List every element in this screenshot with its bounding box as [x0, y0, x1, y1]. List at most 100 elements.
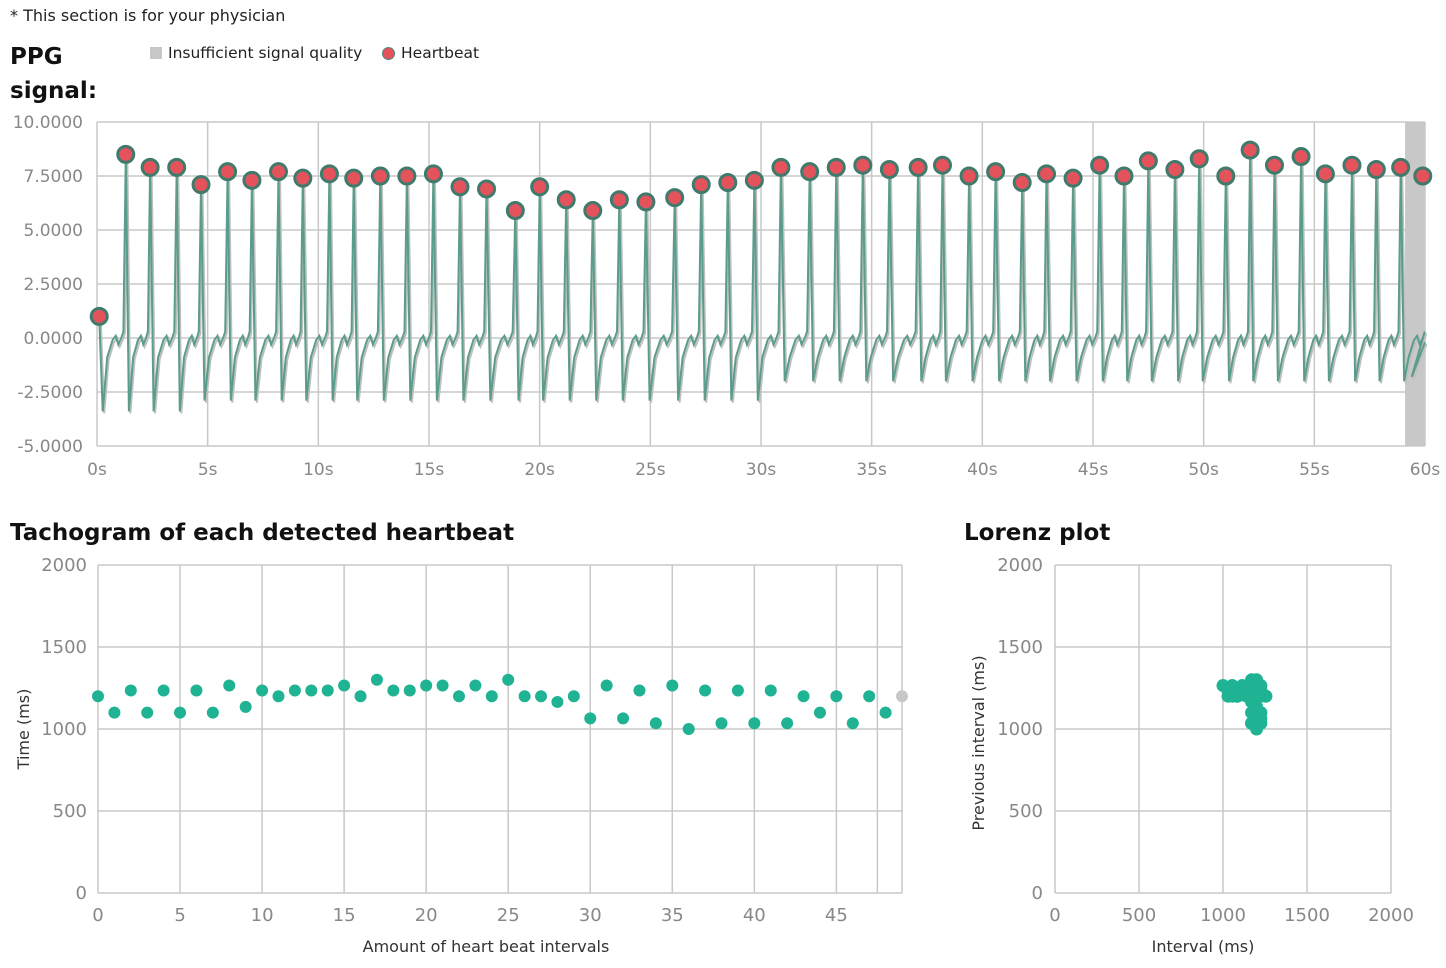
tacho-point [682, 723, 695, 735]
lorenz-y-tick: 1500 [997, 637, 1043, 658]
heartbeat-marker [1012, 172, 1032, 192]
lorenz-y-label: Previous interval (ms) [969, 655, 988, 830]
tacho-x-tick: 10 [251, 905, 274, 926]
tacho-point [206, 706, 219, 719]
lorenz-x-label: Interval (ms) [1152, 937, 1255, 956]
heartbeat-marker [583, 201, 603, 221]
tacho-point [239, 700, 252, 713]
heartbeat-marker [423, 164, 443, 184]
tacho-point [813, 706, 826, 719]
heartbeat-marker [908, 157, 928, 177]
tacho-point [92, 690, 104, 703]
ppg-y-tick: 0.0000 [24, 329, 83, 349]
heartbeat-marker [959, 166, 979, 186]
tacho-y-label: Time (ms) [14, 689, 33, 771]
heartbeat-marker [1366, 160, 1386, 180]
grey-square-icon [150, 47, 162, 59]
lorenz-y-tick: 500 [1009, 801, 1043, 822]
heartbeat-marker [609, 190, 629, 210]
tacho-x-tick: 40 [743, 905, 766, 926]
tacho-point [567, 690, 580, 703]
ppg-y-tick: 2.5000 [24, 275, 83, 295]
tacho-y-tick: 1000 [41, 719, 87, 740]
heartbeat-marker [665, 188, 685, 208]
tacho-point [699, 684, 712, 697]
tacho-point [748, 717, 761, 730]
tacho-point [502, 673, 515, 686]
heartbeat-marker [1315, 164, 1335, 184]
ppg-y-tick: -5.0000 [17, 437, 83, 457]
heartbeat-marker [1264, 155, 1284, 175]
heartbeat-marker [293, 168, 313, 188]
physician-note: * This section is for your physician [10, 6, 286, 25]
lorenz-chart: 2000 1500 1000 500 00 500 1000 1500 2000 Interval… [969, 555, 1414, 956]
lorenz-x-tick: 0 [1049, 905, 1060, 926]
tacho-point [338, 679, 351, 692]
lorenz-point [1245, 673, 1259, 687]
legend-heartbeat-label: Heartbeat [401, 44, 480, 62]
heartbeat-marker [932, 155, 952, 175]
tacho-point [420, 679, 433, 692]
tacho-point [436, 679, 449, 692]
tacho-point [797, 690, 810, 703]
tacho-point [108, 706, 121, 719]
lorenz-point [1245, 706, 1259, 720]
tacho-point [370, 673, 383, 686]
tacho-point [354, 690, 367, 703]
tacho-point [174, 706, 187, 719]
heartbeat-marker [1342, 155, 1362, 175]
lorenz-point [1254, 679, 1268, 693]
heartbeat-marker [1413, 166, 1433, 186]
legend-insufficient: Insufficient signal quality [150, 44, 362, 62]
ppg-x-tick: 15s [414, 460, 445, 480]
tacho-point [666, 679, 679, 692]
legend-heartbeat: Heartbeat [382, 44, 479, 62]
lorenz-point [1259, 689, 1273, 703]
heartbeat-marker [530, 177, 550, 197]
tacho-point [321, 684, 334, 697]
heartbeat-marker [1291, 147, 1311, 167]
lorenz-y-tick: 1000 [997, 719, 1043, 740]
tacho-point [518, 690, 531, 703]
tacho-point [485, 690, 498, 703]
ppg-x-tick: 30s [746, 460, 777, 480]
tacho-point [141, 706, 154, 719]
heartbeat-marker [800, 162, 820, 182]
lorenz-x-tick: 2000 [1368, 905, 1414, 926]
tacho-point [190, 684, 203, 697]
heartbeat-marker [370, 166, 390, 186]
lorenz-point [1221, 689, 1235, 703]
tacho-point [863, 690, 876, 703]
ppg-x-tick: 5s [198, 460, 218, 480]
heartbeat-marker [1114, 166, 1134, 186]
heartbeat-marker [1063, 168, 1083, 188]
tacho-point [551, 695, 564, 708]
heartbeat-marker [140, 157, 160, 177]
tacho-point [781, 717, 794, 730]
ppg-y-tick: 5.0000 [24, 221, 83, 241]
tacho-y-tick: 500 [53, 801, 87, 822]
heartbeat-marker [116, 144, 136, 164]
heartbeat-marker [1391, 157, 1411, 177]
tacho-point [731, 684, 744, 697]
heartbeat-marker [344, 168, 364, 188]
heartbeat-marker [477, 179, 497, 199]
ppg-title: PPG signal: [10, 44, 98, 104]
tacho-x-tick: 25 [497, 905, 520, 926]
heartbeat-marker [1240, 140, 1260, 160]
ppg-x-tick: 35s [856, 460, 887, 480]
ppg-y-tick: -2.5000 [17, 383, 83, 403]
tacho-x-tick: 20 [415, 905, 438, 926]
ppg-x-tick: 45s [1078, 460, 1109, 480]
lorenz-point [1230, 689, 1244, 703]
heartbeat-marker [505, 201, 525, 221]
heartbeat-marker [986, 162, 1006, 182]
tacho-y-tick: 0 [76, 883, 87, 904]
heartbeat-marker [636, 192, 656, 212]
tacho-x-tick: 35 [661, 905, 684, 926]
lorenz-point [1245, 695, 1259, 709]
ppg-x-tick: 10s [303, 460, 334, 480]
tacho-point [124, 684, 137, 697]
heartbeat-dot-icon [382, 46, 395, 60]
